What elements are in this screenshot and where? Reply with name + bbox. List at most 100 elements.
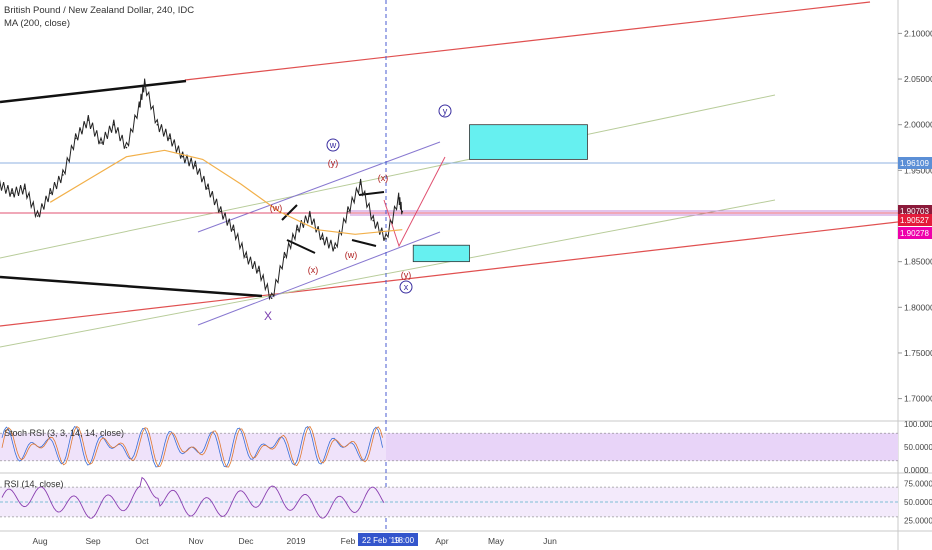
target-zone-1 (412, 244, 470, 263)
crosshair-date: 22 Feb '19 (362, 536, 400, 545)
price-point (397, 196, 400, 199)
rsi-line (1, 476, 385, 519)
price-label-box (898, 157, 932, 169)
price-label: 1.90527 (900, 216, 929, 225)
price-tick-label: 2.00000 (904, 120, 932, 130)
swing-segment (351, 239, 377, 247)
price-point (181, 155, 184, 158)
price-point (220, 210, 222, 213)
price-point (49, 192, 52, 194)
price-point (156, 123, 159, 126)
price-point (308, 215, 311, 217)
wave-label: X (264, 309, 272, 323)
wave-label: (w) (270, 203, 283, 213)
price-label: 1.96109 (900, 159, 929, 168)
price-point (283, 256, 286, 258)
price-point (112, 123, 115, 126)
crosshair-date-box (358, 533, 418, 546)
price-point (169, 137, 171, 140)
swing-segment (281, 204, 298, 221)
price-label-box (898, 214, 932, 226)
price-point (232, 228, 235, 231)
purple-channel-lower (197, 231, 441, 326)
upper-red-trendline (184, 1, 871, 81)
ma-200-line (49, 149, 403, 235)
price-point (270, 297, 273, 299)
stoch-tick-label: 50.0000 (904, 443, 932, 452)
stoch-tick-label: 0.0000 (904, 466, 929, 475)
black-trendline-top (0, 79, 187, 104)
price-point (296, 228, 298, 231)
wave-label: (w) (345, 250, 358, 260)
price-tick-label: 2.05000 (904, 74, 932, 84)
price-point (24, 187, 26, 190)
stoch-tick-label: 100.0000 (904, 420, 932, 429)
price-point (125, 146, 128, 149)
wave-label-circle (438, 104, 452, 118)
time-tick-label: Oct (135, 536, 149, 546)
rsi-tick-label: 75.0000 (904, 479, 932, 488)
price-point (347, 210, 349, 213)
price-label-box (898, 227, 932, 239)
price-point (359, 183, 362, 185)
price-tick-label: 1.75000 (904, 348, 932, 358)
projection-path (383, 156, 446, 248)
price-series-line (0, 78, 403, 301)
time-tick-label: 2019 (287, 536, 306, 546)
time-tick-label: Apr (435, 536, 448, 546)
green-channel-line-upper (0, 94, 776, 259)
wave-label: y (443, 106, 448, 116)
price-point (138, 105, 140, 108)
price-point (385, 238, 387, 240)
lower-red-trendline (0, 217, 932, 327)
price-point (245, 256, 248, 258)
wave-label: (y) (328, 158, 339, 168)
price-point (11, 192, 13, 194)
price-label: 1.90703 (900, 207, 929, 216)
ma-indicator-label: MA (200, close) (4, 18, 70, 29)
time-tick-label: Feb (341, 536, 356, 546)
wave-label-circle (326, 138, 340, 152)
time-tick-label: Dec (238, 536, 254, 546)
time-tick-label: Nov (188, 536, 204, 546)
price-point (207, 187, 209, 190)
price-tick-label: 1.70000 (904, 394, 932, 404)
price-point (62, 174, 64, 176)
chart-title: British Pound / New Zealand Dollar, 240,… (4, 5, 195, 16)
crosshair-time: 18:00 (394, 536, 415, 545)
wave-label: x (404, 282, 409, 292)
price-point (36, 215, 39, 217)
rsi-band (0, 487, 898, 517)
rsi-label: RSI (14, close) (4, 479, 64, 489)
price-point (258, 269, 260, 272)
stoch-rsi-label: Stoch RSI (3, 3, 14, 14, close) (4, 428, 125, 438)
time-tick-label: May (488, 536, 505, 546)
stoch-d-line (1, 425, 383, 468)
price-point (87, 119, 90, 121)
wave-label: (y) (401, 270, 412, 280)
rsi-tick-label: 25.0000 (904, 517, 932, 526)
time-tick-label: Sep (85, 536, 100, 546)
price-point (194, 164, 197, 167)
price-tick-label: 1.85000 (904, 257, 932, 267)
wave-label-circle (399, 280, 413, 294)
price-label: 1.90278 (900, 229, 929, 238)
price-point (100, 142, 102, 144)
rsi-tick-label: 50.0000 (904, 498, 932, 507)
stoch-band (386, 433, 898, 461)
purple-channel-upper (197, 141, 441, 233)
price-point (321, 238, 324, 240)
price-tick-label: 2.10000 (904, 28, 932, 38)
price-point (401, 210, 404, 213)
price-point (143, 82, 146, 85)
green-channel-line-lower (0, 199, 776, 348)
wave-label: (x) (308, 265, 319, 275)
black-trendline-bottom (0, 275, 263, 298)
target-zone-0 (469, 124, 588, 160)
time-tick-label: Jun (543, 536, 557, 546)
price-point (372, 219, 375, 222)
wave-label: (x) (378, 173, 389, 183)
price-tick-label: 1.95000 (904, 165, 932, 175)
